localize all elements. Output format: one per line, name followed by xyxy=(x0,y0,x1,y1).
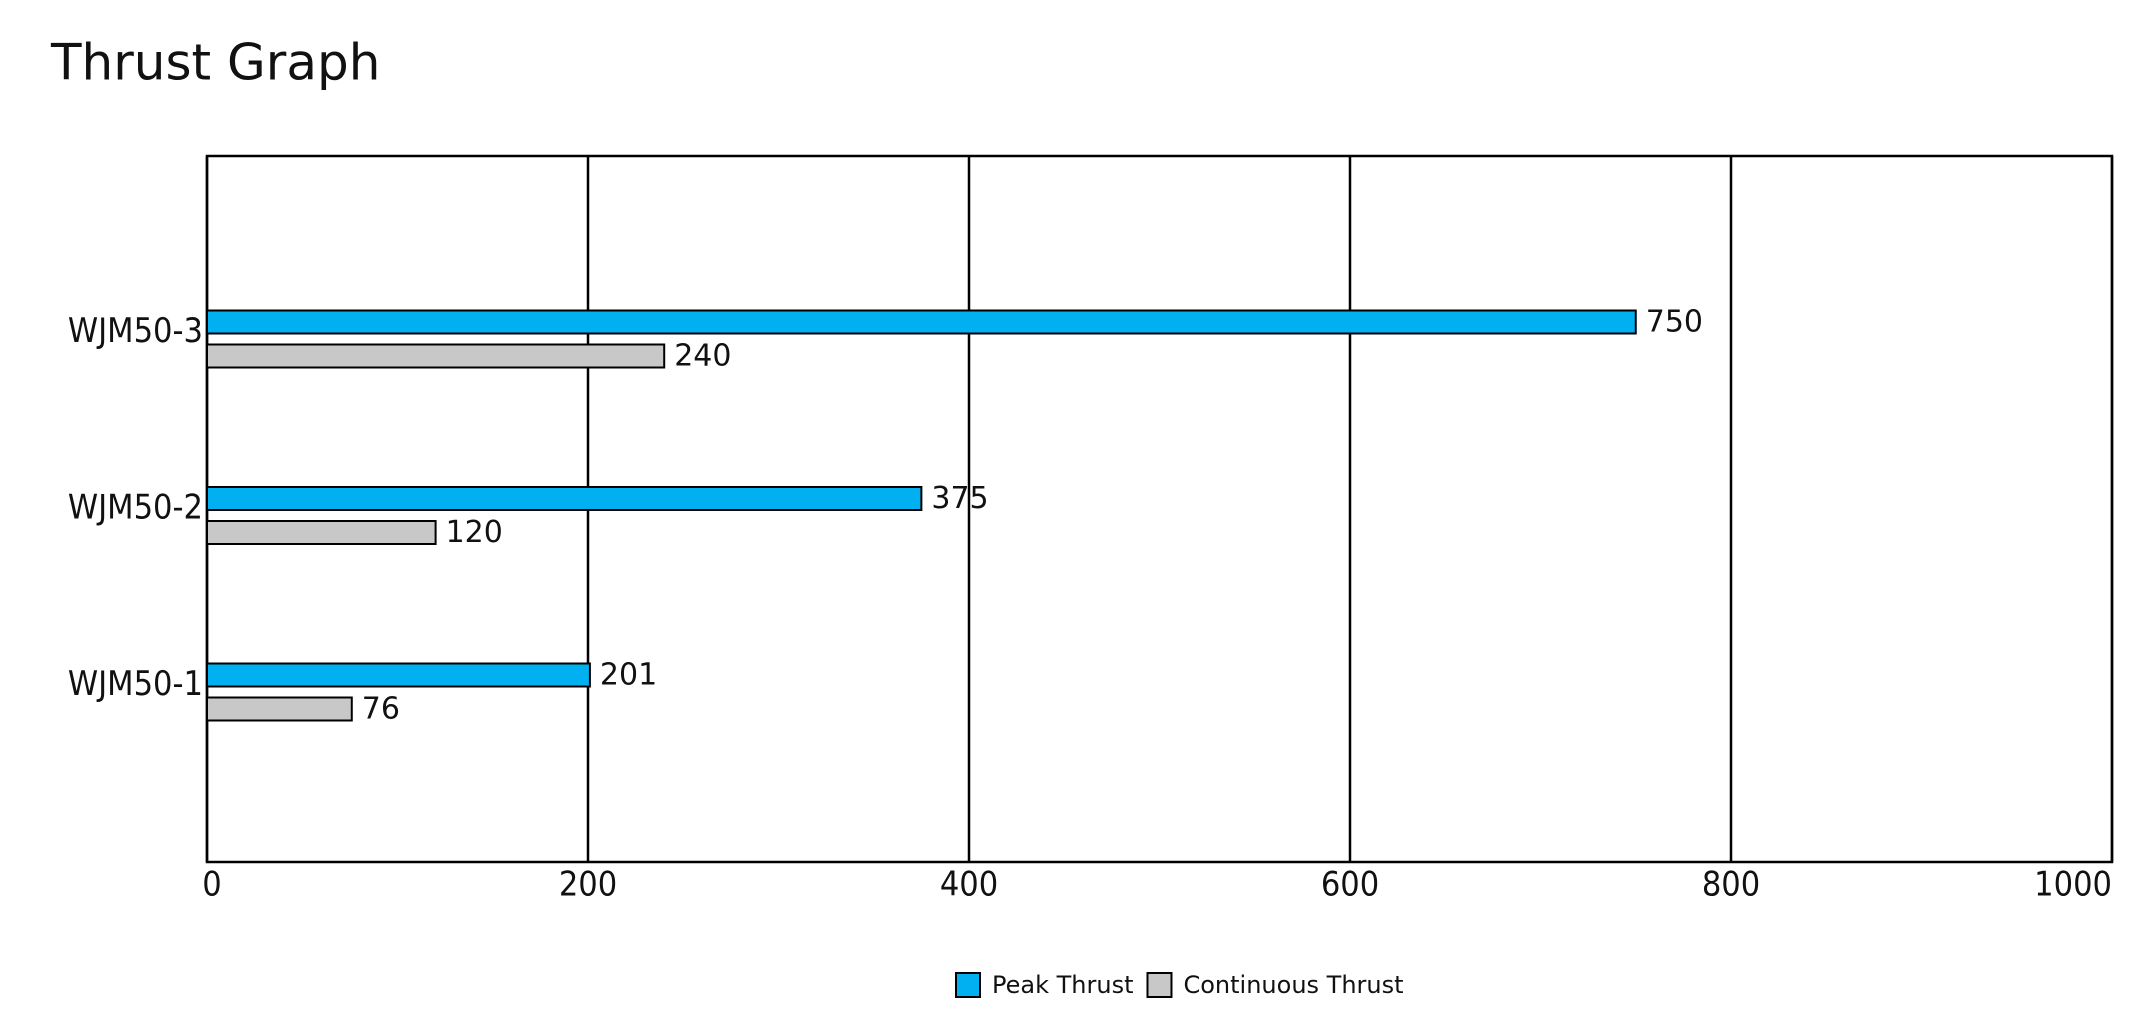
bar xyxy=(206,662,591,688)
data-label: 76 xyxy=(362,692,400,727)
x-tick-label: 200 xyxy=(559,865,617,905)
legend-label: Peak Thrust xyxy=(992,971,1133,999)
data-label: 750 xyxy=(1646,305,1703,340)
y-tick-label: WJM50-3 xyxy=(68,311,203,351)
y-tick-label: WJM50-2 xyxy=(68,488,203,528)
data-label: 375 xyxy=(931,481,988,516)
x-tick-label: 1000 xyxy=(2034,865,2112,905)
x-tick-label: 0 xyxy=(202,865,221,905)
bar xyxy=(206,486,923,511)
data-label: 120 xyxy=(446,515,503,550)
legend-swatch xyxy=(955,972,981,998)
data-label: 240 xyxy=(674,339,731,374)
bar xyxy=(206,520,437,545)
bar xyxy=(206,343,666,369)
legend-swatch xyxy=(1146,972,1173,998)
x-tick-label: 400 xyxy=(940,865,998,905)
data-label: 201 xyxy=(600,658,657,693)
y-tick-label: WJM50-1 xyxy=(68,664,203,704)
x-tick-label: 800 xyxy=(1702,865,1760,905)
chart-title: Thrust Graph xyxy=(50,34,380,92)
bar xyxy=(206,696,353,722)
legend-label: Continuous Thrust xyxy=(1183,971,1403,999)
bar xyxy=(206,309,1637,335)
x-tick-label: 600 xyxy=(1321,865,1379,905)
